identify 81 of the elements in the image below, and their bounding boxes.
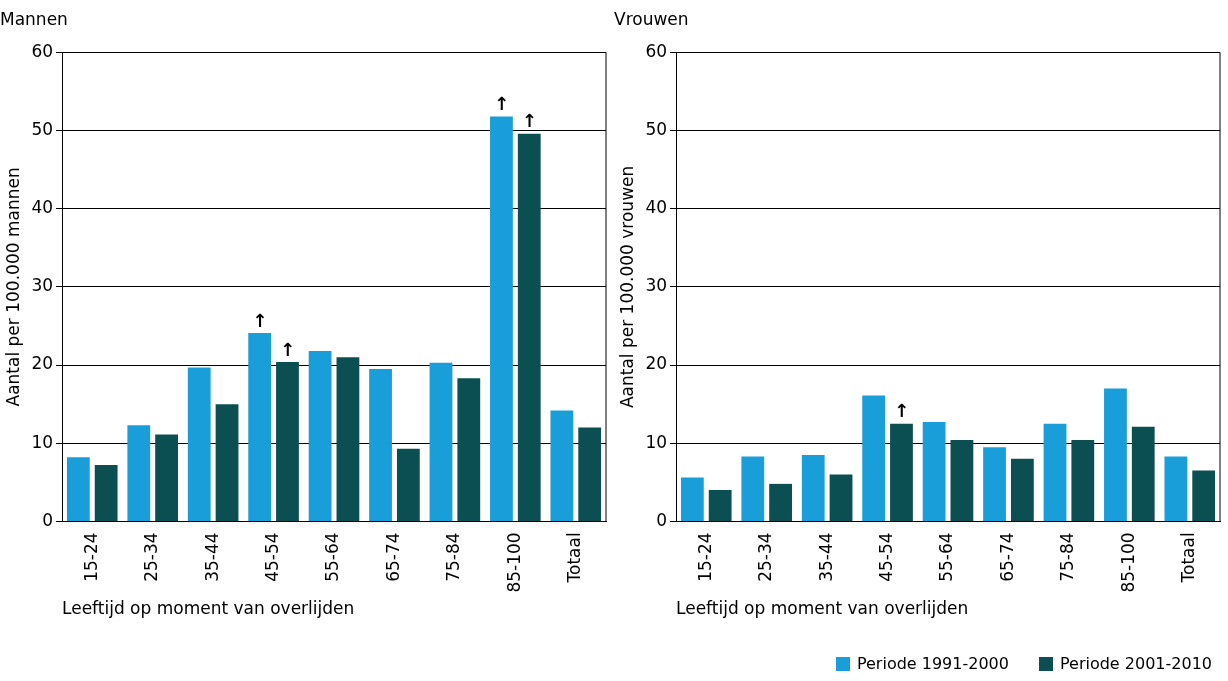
- y-tick-label: 0: [42, 509, 54, 530]
- bar: [369, 368, 392, 521]
- x-tick-label: 55-64: [936, 532, 957, 582]
- bar: [94, 465, 118, 521]
- bar: [248, 333, 272, 521]
- x-axis-title: Leeftijd op moment van overlijden: [62, 598, 355, 619]
- x-tick-label: 85-100: [1117, 532, 1138, 593]
- bar: [708, 490, 732, 521]
- x-tick-label: 35-44: [201, 532, 222, 582]
- bar: [950, 440, 974, 521]
- bar: [1071, 440, 1095, 521]
- bar: [517, 133, 541, 521]
- chart-title: Vrouwen: [614, 8, 689, 29]
- bar: [1010, 458, 1034, 521]
- x-axis-title: Leeftijd op moment van overlijden: [676, 598, 969, 619]
- bar: [66, 457, 90, 521]
- y-axis-title: Aantal per 100.000 vrouwen: [616, 165, 637, 409]
- bar: [1043, 423, 1067, 521]
- annotation: ↑: [521, 110, 537, 132]
- x-tick-label: 25-34: [755, 532, 776, 582]
- bar: [801, 454, 825, 521]
- bar: [1104, 388, 1127, 521]
- bar: [457, 378, 481, 521]
- bar: [127, 425, 151, 521]
- bar: [276, 361, 299, 521]
- bar: [336, 357, 360, 521]
- x-tick-label: 35-44: [815, 532, 836, 582]
- x-tick-label: Totaal: [1178, 532, 1199, 584]
- x-tick-label: 25-34: [141, 532, 162, 582]
- x-tick-label: Totaal: [564, 532, 585, 584]
- bar: [1131, 426, 1155, 521]
- y-tick-label: 30: [31, 275, 54, 296]
- x-tick-label: 45-54: [876, 532, 896, 582]
- annotation: ↑: [493, 93, 509, 115]
- bar: [680, 477, 704, 521]
- y-tick-label: 60: [31, 40, 54, 61]
- bar: [829, 474, 853, 521]
- y-tick-label: 50: [645, 118, 668, 139]
- y-tick-label: 50: [31, 118, 54, 139]
- x-tick-label: 65-74: [996, 532, 1017, 582]
- x-tick-label: 75-84: [443, 532, 464, 582]
- x-tick-label: 65-74: [382, 532, 403, 582]
- y-tick-label: 40: [645, 197, 668, 218]
- bar: [155, 434, 178, 521]
- bar: [983, 447, 1006, 521]
- bar: [308, 350, 332, 521]
- y-axis-title: Aantal per 100.000 mannen: [2, 167, 23, 407]
- x-tick-label: 75-84: [1057, 532, 1078, 582]
- x-tick-label: 15-24: [694, 532, 715, 582]
- bar: [396, 448, 420, 521]
- bar: [922, 422, 946, 521]
- annotation: ↑: [893, 400, 910, 422]
- y-tick-label: 20: [31, 353, 54, 374]
- y-tick-label: 10: [31, 431, 54, 452]
- x-tick-label: 15-24: [80, 532, 101, 582]
- legend-label: Periode 2001-2010: [1059, 654, 1212, 673]
- bar: [741, 456, 765, 521]
- y-tick-label: 20: [645, 353, 668, 374]
- bar: [1164, 456, 1188, 521]
- bar: [215, 404, 239, 521]
- bar: [890, 423, 913, 521]
- annotation: ↑: [252, 309, 268, 331]
- y-tick-label: 10: [645, 431, 668, 452]
- y-tick-label: 40: [31, 197, 54, 218]
- y-tick-label: 30: [645, 275, 668, 296]
- x-tick-label: 85-100: [503, 532, 524, 593]
- y-tick-label: 60: [645, 40, 668, 61]
- bar: [550, 410, 574, 521]
- chart-title: Mannen: [0, 8, 68, 29]
- bar: [490, 116, 513, 521]
- bar: [1192, 470, 1216, 521]
- bar: [578, 427, 602, 521]
- y-tick-label: 0: [656, 509, 668, 530]
- bar: [187, 367, 211, 521]
- bar: [769, 483, 792, 521]
- annotation: ↑: [279, 338, 296, 360]
- x-tick-label: 45-54: [262, 532, 282, 582]
- x-tick-label: 55-64: [322, 532, 343, 582]
- bar: [862, 395, 886, 521]
- legend-label: Periode 1991-2000: [856, 654, 1009, 673]
- bar: [429, 362, 453, 521]
